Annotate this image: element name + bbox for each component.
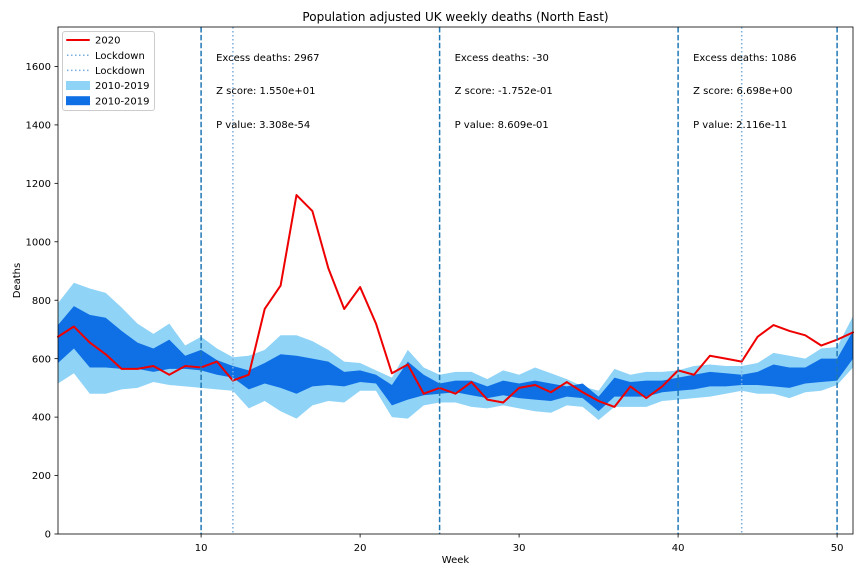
p-value-text: P value: 8.609e-01 [455, 120, 549, 131]
legend-item-2020: 2020 [66, 36, 120, 47]
x-tick-label: 50 [831, 543, 844, 554]
legend-item-2010-2019-inner: 2010-2019 [66, 96, 150, 107]
x-tick-label: 40 [672, 543, 685, 554]
legend-item-2010-2019-outer: 2010-2019 [66, 81, 150, 92]
y-tick-label: 1200 [26, 179, 51, 190]
legend-label-2020: 2020 [95, 36, 120, 47]
series-lines [57, 194, 854, 408]
legend-label-2010-2019: 2010-2019 [95, 96, 150, 107]
range-bands [58, 282, 853, 421]
z-score-text: Z score: -1.752e-01 [455, 86, 553, 97]
excess-deaths-text: Excess deaths: -30 [455, 53, 549, 64]
legend-patch-2010-2019-outer [66, 81, 90, 90]
range-band-inner [58, 306, 853, 412]
stats-annotation-group: Excess deaths: 1086 Z score: 6.698e+00 P v… [693, 53, 796, 131]
vertical-reference-lines [200, 27, 838, 534]
y-tick-label: 1400 [26, 120, 51, 131]
y-tick-label: 600 [32, 354, 51, 365]
x-tick-label: 30 [513, 543, 526, 554]
y-tick-label: 200 [32, 471, 51, 482]
z-score-text: Z score: 6.698e+00 [693, 86, 792, 97]
stats-annotation-group: Excess deaths: 2967 Z score: 1.550e+01 P v… [216, 53, 319, 131]
axes-frame-group [57, 26, 854, 535]
chart-title: Population adjusted UK weekly deaths (No… [302, 10, 608, 24]
x-axis: 10 20 30 40 50 [195, 534, 844, 554]
x-axis-label: Week [442, 555, 470, 566]
y-axis: 0 200 400 600 800 1000 1200 1400 1600 [26, 62, 58, 541]
legend-label-lockdown: Lockdown [95, 66, 145, 77]
excess-deaths-text: Excess deaths: 2967 [216, 53, 319, 64]
legend-patch-2010-2019-inner [66, 96, 90, 106]
excess-deaths-text: Excess deaths: 1086 [693, 53, 796, 64]
y-tick-label: 400 [32, 413, 51, 424]
y-tick-label: 800 [32, 296, 51, 307]
legend-item-lockdown: Lockdown [67, 66, 145, 77]
stats-annotation-group: Excess deaths: -30 Z score: -1.752e-01 P v… [455, 53, 553, 131]
y-axis-label: Deaths [12, 263, 23, 298]
x-tick-label: 20 [354, 543, 367, 554]
y-tick-label: 0 [45, 530, 51, 541]
axes-frame [57, 26, 854, 535]
legend-label-lockdown: Lockdown [95, 51, 145, 62]
z-score-text: Z score: 1.550e+01 [216, 86, 315, 97]
legend-label-2010-2019: 2010-2019 [95, 81, 150, 92]
p-value-text: P value: 2.116e-11 [693, 120, 787, 131]
y-tick-label: 1000 [26, 237, 51, 248]
legend-frame [62, 31, 155, 111]
legend: 2020 Lockdown Lockdown 2010-2019 2010-20… [62, 31, 155, 111]
statistics-annotations: Excess deaths: 2967 Z score: 1.550e+01 P v… [216, 53, 796, 131]
p-value-text: P value: 3.308e-54 [216, 120, 310, 131]
y-tick-label: 1600 [26, 62, 51, 73]
x-tick-label: 10 [195, 543, 208, 554]
legend-item-lockdown: Lockdown [67, 51, 145, 62]
series-line-2020 [57, 194, 854, 408]
